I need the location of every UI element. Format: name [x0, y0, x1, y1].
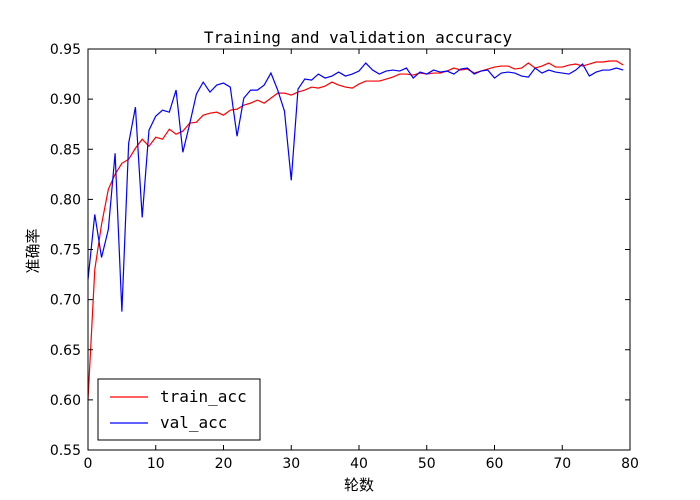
y-tick-label: 0.80	[50, 192, 81, 208]
y-tick-label: 0.70	[50, 293, 81, 309]
legend: train_acc val_acc	[97, 378, 261, 441]
series-layer	[87, 60, 624, 400]
y-axis-label: 准确率	[24, 228, 42, 273]
x-tick-label: 50	[418, 456, 436, 472]
x-tick-label: 70	[553, 456, 571, 472]
x-tick-label: 30	[282, 456, 300, 472]
x-tick-label: 0	[84, 456, 93, 472]
x-axis-label: 轮数	[344, 476, 374, 494]
x-tick-label: 60	[486, 456, 504, 472]
y-tick-label: 0.55	[50, 443, 81, 459]
y-tick-label: 0.75	[50, 243, 81, 259]
x-tick-label: 40	[350, 456, 368, 472]
chart-title: Training and validation accuracy	[204, 28, 513, 47]
y-tick-label: 0.95	[50, 42, 81, 58]
series-line-val-acc	[87, 62, 624, 312]
x-tick-label: 10	[147, 456, 165, 472]
y-tick-label: 0.85	[50, 142, 81, 158]
y-tick-label: 0.60	[50, 393, 81, 409]
axis-ticks: 0 10 20 30 40 50 60 70 80 0.55 0.60 0.65 0.70 0.75 0.8…	[50, 42, 639, 472]
legend-box	[97, 378, 261, 441]
y-tick-label: 0.90	[50, 92, 81, 108]
legend-label-train-acc: train_acc	[160, 387, 247, 406]
y-tick-label: 0.65	[50, 343, 81, 359]
x-tick-label: 80	[621, 456, 639, 472]
legend-label-val-acc: val_acc	[160, 413, 227, 432]
x-tick-label: 20	[215, 456, 233, 472]
series-line-train-acc	[87, 60, 624, 400]
